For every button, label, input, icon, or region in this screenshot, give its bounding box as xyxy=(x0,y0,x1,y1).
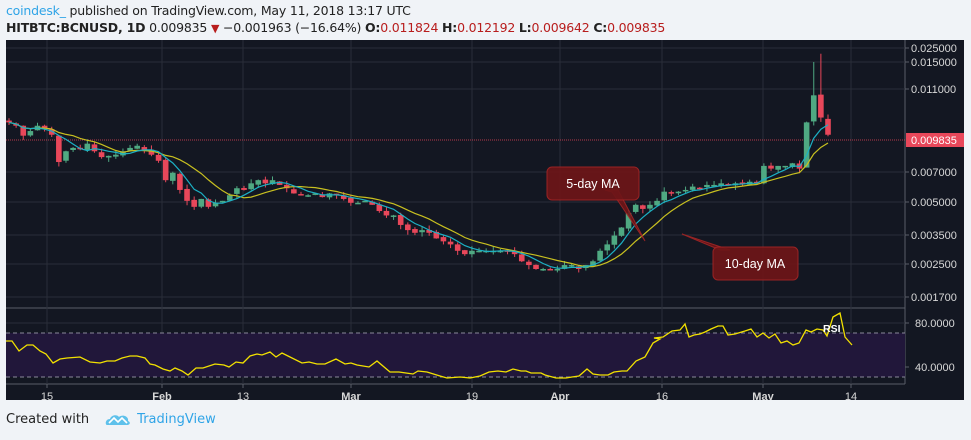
price-tick-label: 0.015000 xyxy=(911,57,957,69)
time-tick-label: 16 xyxy=(656,391,668,400)
ma5-callout: 5-day MA xyxy=(546,166,646,242)
rsi-line xyxy=(6,311,853,379)
rsi-axis[interactable]: 80.0000 40.0000 xyxy=(905,318,955,374)
price-tick-label: 0.025000 xyxy=(911,43,957,55)
ma5-callout-label: 5-day MA xyxy=(566,177,620,191)
time-tick-label: 13 xyxy=(237,391,249,400)
author-link[interactable]: coindesk_ xyxy=(6,3,66,18)
price-tick-label: 0.002500 xyxy=(911,259,957,271)
publish-line: coindesk_ published on TradingView.com, … xyxy=(6,2,665,19)
current-price-tag-label: 0.009835 xyxy=(911,135,957,147)
ma10-line xyxy=(8,121,829,268)
ma10-callout: 10-day MA xyxy=(681,233,799,281)
ma10-callout-label: 10-day MA xyxy=(725,257,786,271)
time-tick-label: 14 xyxy=(845,391,857,400)
time-tick-label: Mar xyxy=(341,391,361,400)
ma5-line xyxy=(8,121,829,269)
price-tick-label: 0.011000 xyxy=(911,84,956,96)
tradingview-link[interactable]: TradingView xyxy=(137,412,216,427)
low-label: L: xyxy=(518,20,532,35)
symbol-label: HITBTC:BCNUSD, 1D xyxy=(6,20,146,35)
chart-header: coindesk_ published on TradingView.com, … xyxy=(6,2,665,37)
last-price: 0.009835 xyxy=(149,20,208,35)
price-change: −0.001963 (−16.64%) xyxy=(223,20,362,35)
time-tick-label: Feb xyxy=(152,391,172,400)
price-tick-label: 0.003500 xyxy=(911,230,957,242)
price-axis[interactable]: 0.025000 0.015000 0.011000 0.007000 0.005000… xyxy=(905,43,957,304)
created-with-text: Created with xyxy=(6,412,90,427)
rsi-band xyxy=(6,333,905,377)
close-value: 0.009835 xyxy=(607,20,666,35)
tradingview-logo-icon xyxy=(105,414,130,425)
time-tick-label: May xyxy=(752,391,774,400)
low-value: 0.009642 xyxy=(531,20,590,35)
high-label: H: xyxy=(442,20,458,35)
price-tick-label: 0.005000 xyxy=(911,197,957,209)
published-text: published on TradingView.com, May 11, 20… xyxy=(65,3,411,18)
rsi-label: RSI xyxy=(823,323,841,335)
open-label: O: xyxy=(364,20,381,35)
time-axis[interactable]: 15 Feb 13 Mar 19 Apr 16 May 14 xyxy=(41,384,857,400)
price-tick-label: 0.001700 xyxy=(911,292,957,304)
current-price-tag xyxy=(906,133,964,147)
footer: Created with TradingView xyxy=(6,412,216,427)
ohlc-line: HITBTC:BCNUSD, 1D 0.009835 ▼ −0.001963 (… xyxy=(6,19,665,37)
open-value: 0.011824 xyxy=(380,20,439,35)
down-arrow-icon: ▼ xyxy=(210,22,220,35)
time-tick-label: 19 xyxy=(466,391,478,400)
close-label: C: xyxy=(593,20,608,35)
high-value: 0.012192 xyxy=(457,20,516,35)
time-tick-label: 15 xyxy=(41,391,53,400)
rsi-tick-label: 40.0000 xyxy=(915,362,955,374)
price-tick-label: 0.007000 xyxy=(911,167,957,179)
rsi-tick-label: 80.0000 xyxy=(915,318,955,330)
time-tick-label: Apr xyxy=(551,391,571,400)
chart-canvas[interactable]: 5-day MA 10-day MA RSI 0.0250000.0150000… xyxy=(0,0,965,400)
